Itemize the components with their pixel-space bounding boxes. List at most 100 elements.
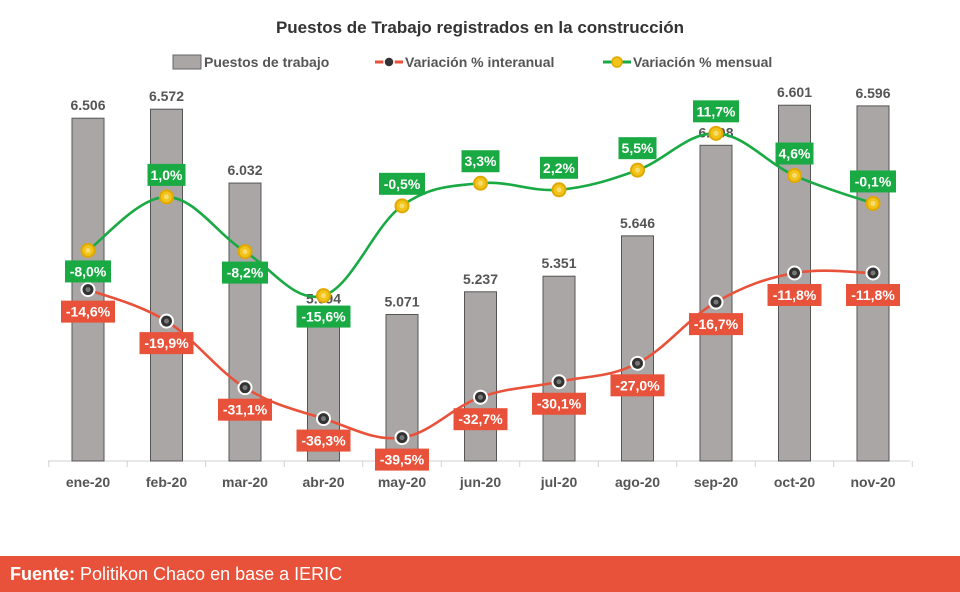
mensual-label: 2,2%: [543, 160, 575, 176]
mensual-label-box: [850, 170, 896, 193]
interanual-point-center: [242, 385, 248, 391]
interanual-point-center: [85, 287, 91, 293]
legend: Puestos de trabajo Variación % interanua…: [172, 54, 772, 70]
x-tick-label: abr-20: [302, 474, 344, 490]
mensual-label-box: [65, 260, 111, 283]
mensual-point-center: [242, 249, 248, 255]
legend-label-mensual: Variación % mensual: [633, 54, 772, 70]
bar-jun-20: [464, 291, 497, 462]
source-label: Fuente:: [10, 564, 75, 584]
x-tick-label: sep-20: [694, 474, 739, 490]
interanual-label: -19,9%: [144, 335, 189, 351]
mensual-label: 1,0%: [151, 167, 183, 183]
bar-ago-20: [621, 235, 654, 462]
interanual-label-box: [139, 332, 194, 355]
bar-value-label: 6.601: [777, 84, 812, 100]
bar-jul-20: [542, 275, 576, 462]
bar-value-label: 6.572: [149, 88, 184, 104]
ticks-layer: ene-20 feb-20 mar-20 abr-20 may-20 jun-20 jul-…: [48, 461, 913, 490]
legend-label-interanual: Variación % interanual: [405, 54, 554, 70]
interanual-point-center: [164, 318, 169, 324]
mensual-point-center: [164, 194, 169, 200]
interanual-label-box: [532, 392, 586, 415]
mensual-point-center: [635, 167, 640, 173]
bar-feb-20: [150, 108, 183, 462]
legend-swatch-mensual-marker: [611, 56, 623, 68]
mensual-label-box: [693, 100, 739, 123]
markers-layer: [80, 125, 881, 446]
mensual-line: [87, 132, 874, 299]
bar-value-label: 6.596: [855, 85, 890, 101]
chart-title: Puestos de Trabajo registrados en la con…: [276, 18, 684, 37]
interanual-point-center: [635, 360, 640, 366]
interanual-label: -39,5%: [380, 452, 425, 468]
bar-value-label: 6.032: [227, 162, 262, 178]
x-tick-label: ago-20: [615, 474, 660, 490]
bar-value-label: 5.237: [463, 271, 498, 287]
mensual-label-box: [461, 150, 500, 173]
interanual-label: -16,7%: [694, 316, 739, 332]
interanual-label: -36,3%: [301, 433, 346, 449]
interanual-label: -31,1%: [223, 402, 268, 418]
interanual-label-box: [296, 429, 351, 452]
mensual-point-center: [85, 247, 91, 253]
interanual-label: -11,8%: [773, 287, 817, 303]
mensual-label: 4,6%: [779, 146, 811, 162]
interanual-label: -14,6%: [66, 304, 111, 320]
mensual-label: -0,5%: [384, 176, 421, 192]
interanual-label: -11,8%: [851, 287, 895, 303]
interanual-point-center: [556, 379, 562, 385]
interanual-point-center: [792, 270, 797, 276]
x-tick-label: may-20: [378, 474, 426, 490]
mensual-point-center: [399, 203, 405, 209]
mensual-point-center: [321, 293, 326, 299]
mensual-label: -8,2%: [227, 265, 264, 281]
mensual-label-box: [379, 172, 425, 195]
bar-value-label: 6.506: [70, 97, 105, 113]
mensual-label: 5,5%: [622, 140, 654, 156]
interanual-label: -32,7%: [458, 411, 503, 427]
bar-nov-20: [856, 105, 890, 462]
interanual-point-center: [713, 299, 719, 305]
interanual-label-box: [767, 283, 822, 306]
mensual-label-box: [147, 163, 186, 186]
interanual-point-center: [321, 416, 326, 422]
mensual-point-center: [870, 200, 876, 206]
interanual-label: -30,1%: [537, 396, 582, 412]
mensual-point-center: [713, 130, 719, 136]
source-text: Politikon Chaco en base a IERIC: [75, 564, 343, 584]
source-bar: Fuente: Politikon Chaco en base a IERIC: [0, 556, 960, 592]
mensual-point-center: [556, 187, 562, 193]
x-tick-label: ene-20: [66, 474, 111, 490]
legend-swatch-bars: [172, 54, 202, 70]
legend-swatch-interanual-marker: [383, 56, 395, 68]
mensual-point-center: [792, 173, 797, 179]
mensual-label-box: [618, 137, 657, 160]
mensual-point-center: [478, 180, 483, 186]
interanual-label-box: [610, 374, 665, 397]
mensual-label-box: [296, 305, 351, 328]
bar-labels-layer: 6.5066.5726.0325.0945.0715.2375.3515.646…: [70, 84, 890, 309]
interanual-label-box: [218, 398, 272, 421]
mensual-label: -8,0%: [70, 263, 107, 279]
interanual-label-box: [453, 408, 508, 431]
mensual-label: 11,7%: [697, 103, 736, 119]
interanual-point-center: [399, 435, 405, 441]
bar-value-label: 5.646: [620, 215, 655, 231]
mensual-label-box: [222, 261, 268, 284]
legend-label-bars: Puestos de trabajo: [204, 54, 329, 70]
interanual-label-box: [375, 448, 429, 471]
mensual-label-box: [775, 142, 814, 165]
interanual-label: -27,0%: [615, 377, 660, 393]
mensual-label: -15,6%: [301, 309, 346, 325]
mensual-label: -0,1%: [855, 173, 892, 189]
interanual-label-box: [846, 283, 900, 306]
mensual-label-box: [540, 156, 578, 179]
interanual-point-center: [870, 270, 876, 276]
bar-value-label: 5.351: [541, 255, 576, 271]
x-tick-label: feb-20: [146, 474, 187, 490]
x-tick-label: mar-20: [222, 474, 268, 490]
interanual-point-center: [478, 394, 483, 400]
x-tick-label: nov-20: [850, 474, 895, 490]
